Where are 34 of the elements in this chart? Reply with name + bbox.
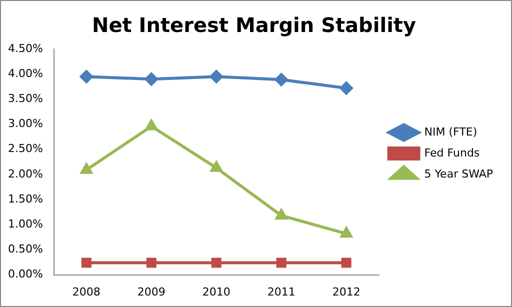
y-tick-label: 1.50% [8, 192, 43, 206]
y-tick-label: 3.00% [8, 117, 43, 130]
point [340, 227, 352, 238]
x-tick-label: 2009 [137, 285, 166, 298]
point [341, 258, 352, 268]
point [146, 120, 158, 130]
y-tick-label: 4.50% [8, 42, 43, 55]
x-tick-label: 2008 [72, 285, 100, 298]
y-tick-label: 0.00% [8, 268, 43, 281]
x-tick-label: 2010 [202, 285, 230, 298]
point [274, 73, 288, 86]
x-tick-label: 2012 [332, 285, 360, 298]
y-tick-label: 4.00% [8, 66, 43, 80]
point [144, 72, 158, 86]
y-tick-label: 0.50% [8, 242, 43, 256]
point [340, 82, 353, 95]
y-tick-label: 2.50% [8, 142, 43, 156]
x-tick-label: 2011 [267, 285, 296, 298]
point [276, 258, 286, 268]
legend-label: 5 Year SWAP [424, 167, 494, 180]
point [276, 209, 288, 220]
point [210, 70, 223, 84]
chart-title: Net Interest Margin Stability [92, 13, 416, 38]
point [146, 258, 156, 268]
point [80, 163, 92, 174]
y-tick-label: 3.50% [8, 92, 43, 106]
point [211, 258, 222, 268]
legend-label: Fed Funds [424, 146, 480, 160]
point [80, 70, 93, 84]
point [81, 258, 92, 268]
point [210, 161, 222, 172]
y-tick-label: 1.00% [8, 217, 43, 230]
legend-label: NIM (FTE) [424, 125, 478, 138]
y-tick-label: 2.00% [8, 167, 43, 180]
